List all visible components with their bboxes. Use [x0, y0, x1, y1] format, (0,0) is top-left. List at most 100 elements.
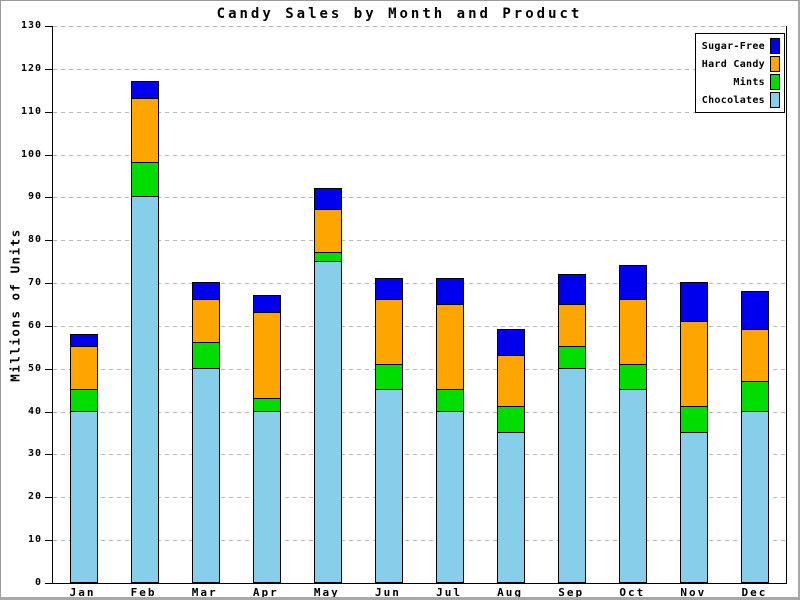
y-tick-label-40: 40	[27, 405, 42, 417]
segment-mar-mints	[191, 342, 220, 369]
x-tick-label-may: May	[313, 586, 340, 599]
x-tick-label-feb: Feb	[130, 586, 157, 599]
y-tick-label-130: 130	[20, 20, 42, 31]
y-tick-50	[45, 368, 52, 370]
segment-aug-chocolates	[497, 432, 526, 583]
gridline-70	[53, 283, 786, 285]
y-tick-label-90: 90	[27, 191, 42, 203]
segment-feb-sugar-free	[130, 80, 159, 99]
segment-nov-sugar-free	[680, 282, 709, 322]
bar-may	[313, 26, 342, 583]
legend-entry-mints: Mints	[700, 73, 780, 91]
segment-dec-chocolates	[741, 410, 770, 583]
segment-mar-hard-candy	[191, 299, 220, 344]
segment-jul-mints	[436, 389, 465, 412]
y-tick-label-30: 30	[27, 448, 42, 460]
gridline-90	[53, 197, 786, 199]
legend-box: Sugar-Free Hard Candy Mints Chocolates	[695, 33, 785, 113]
segment-jan-hard-candy	[69, 346, 98, 391]
y-tick-label-80: 80	[27, 234, 42, 246]
y-tick-80	[45, 240, 52, 242]
y-tick-label-50: 50	[27, 362, 42, 374]
segment-may-chocolates	[313, 260, 342, 583]
y-tick-70	[45, 283, 52, 285]
x-tick-label-mar: Mar	[191, 586, 218, 599]
bar-apr	[252, 26, 281, 583]
segment-jan-sugar-free	[69, 333, 98, 348]
segment-feb-mints	[130, 162, 159, 198]
y-tick-100	[45, 154, 52, 156]
gridline-20	[53, 497, 786, 499]
x-tick-label-jan: Jan	[69, 586, 96, 599]
y-tick-20	[45, 497, 52, 499]
y-tick-label-10: 10	[27, 534, 42, 546]
bar-aug	[497, 26, 526, 583]
segment-oct-mints	[619, 363, 648, 391]
segment-jan-mints	[69, 389, 98, 412]
bar-sep	[558, 26, 587, 583]
y-tick-10	[45, 540, 52, 542]
bar-mar	[191, 26, 220, 583]
segment-mar-chocolates	[191, 367, 220, 583]
y-axis-title: Millions of Units	[7, 228, 23, 382]
y-tick-label-110: 110	[20, 105, 42, 117]
gridline-10	[53, 540, 786, 542]
bar-feb	[130, 26, 159, 583]
segment-apr-hard-candy	[252, 312, 281, 399]
y-tick-120	[45, 68, 52, 70]
y-tick-90	[45, 197, 52, 199]
y-tick-60	[45, 325, 52, 327]
legend-swatch-chocolates	[770, 92, 780, 108]
segment-sep-sugar-free	[558, 273, 587, 305]
y-tick-0	[45, 583, 52, 584]
segment-apr-mints	[252, 397, 281, 412]
segment-jun-chocolates	[374, 389, 403, 583]
x-tick-label-oct: Oct	[619, 586, 646, 599]
y-tick-label-70: 70	[27, 277, 42, 289]
segment-oct-sugar-free	[619, 264, 648, 301]
gridline-100	[53, 154, 786, 156]
segment-dec-mints	[741, 380, 770, 412]
segment-feb-hard-candy	[130, 97, 159, 164]
y-tick-30	[45, 454, 52, 456]
x-tick-label-jun: Jun	[375, 586, 401, 599]
plot-area	[52, 26, 787, 584]
segment-sep-chocolates	[558, 367, 587, 583]
gridline-50	[53, 368, 786, 370]
gridline-120	[53, 68, 786, 70]
x-tick-label-dec: Dec	[741, 586, 768, 599]
legend-label-sugar-free: Sugar-Free	[701, 40, 765, 52]
segment-dec-hard-candy	[741, 329, 770, 382]
segment-nov-chocolates	[680, 432, 709, 583]
segment-jul-chocolates	[436, 410, 465, 583]
x-tick-label-jul: Jul	[436, 586, 462, 599]
legend-label-hard-candy: Hard Candy	[701, 58, 765, 70]
segment-sep-mints	[558, 346, 587, 369]
segment-feb-chocolates	[130, 196, 159, 583]
bar-jan	[69, 26, 98, 583]
segment-nov-mints	[680, 406, 709, 434]
chart-title: Candy Sales by Month and Product	[216, 6, 583, 22]
segment-jul-hard-candy	[436, 303, 465, 391]
x-tick-label-apr: Apr	[252, 586, 279, 599]
y-tick-label-120: 120	[20, 62, 42, 74]
segment-jun-hard-candy	[374, 299, 403, 365]
segment-jun-sugar-free	[374, 277, 403, 301]
bar-oct	[619, 26, 648, 583]
gridline-60	[53, 325, 786, 327]
y-tick-40	[45, 411, 52, 413]
bar-jun	[374, 26, 403, 583]
y-tick-label-0: 0	[34, 577, 42, 588]
segment-oct-chocolates	[619, 389, 648, 583]
segment-aug-hard-candy	[497, 354, 526, 408]
y-tick-label-100: 100	[20, 148, 42, 160]
legend-entry-sugar-free: Sugar-Free	[700, 37, 780, 55]
legend-entry-hard-candy: Hard Candy	[700, 55, 780, 73]
gridline-130	[53, 26, 786, 27]
segment-oct-hard-candy	[619, 299, 648, 365]
bar-jul	[436, 26, 465, 583]
x-tick-label-aug: Aug	[497, 586, 524, 599]
segment-nov-hard-candy	[680, 320, 709, 408]
segment-jul-sugar-free	[436, 277, 465, 305]
